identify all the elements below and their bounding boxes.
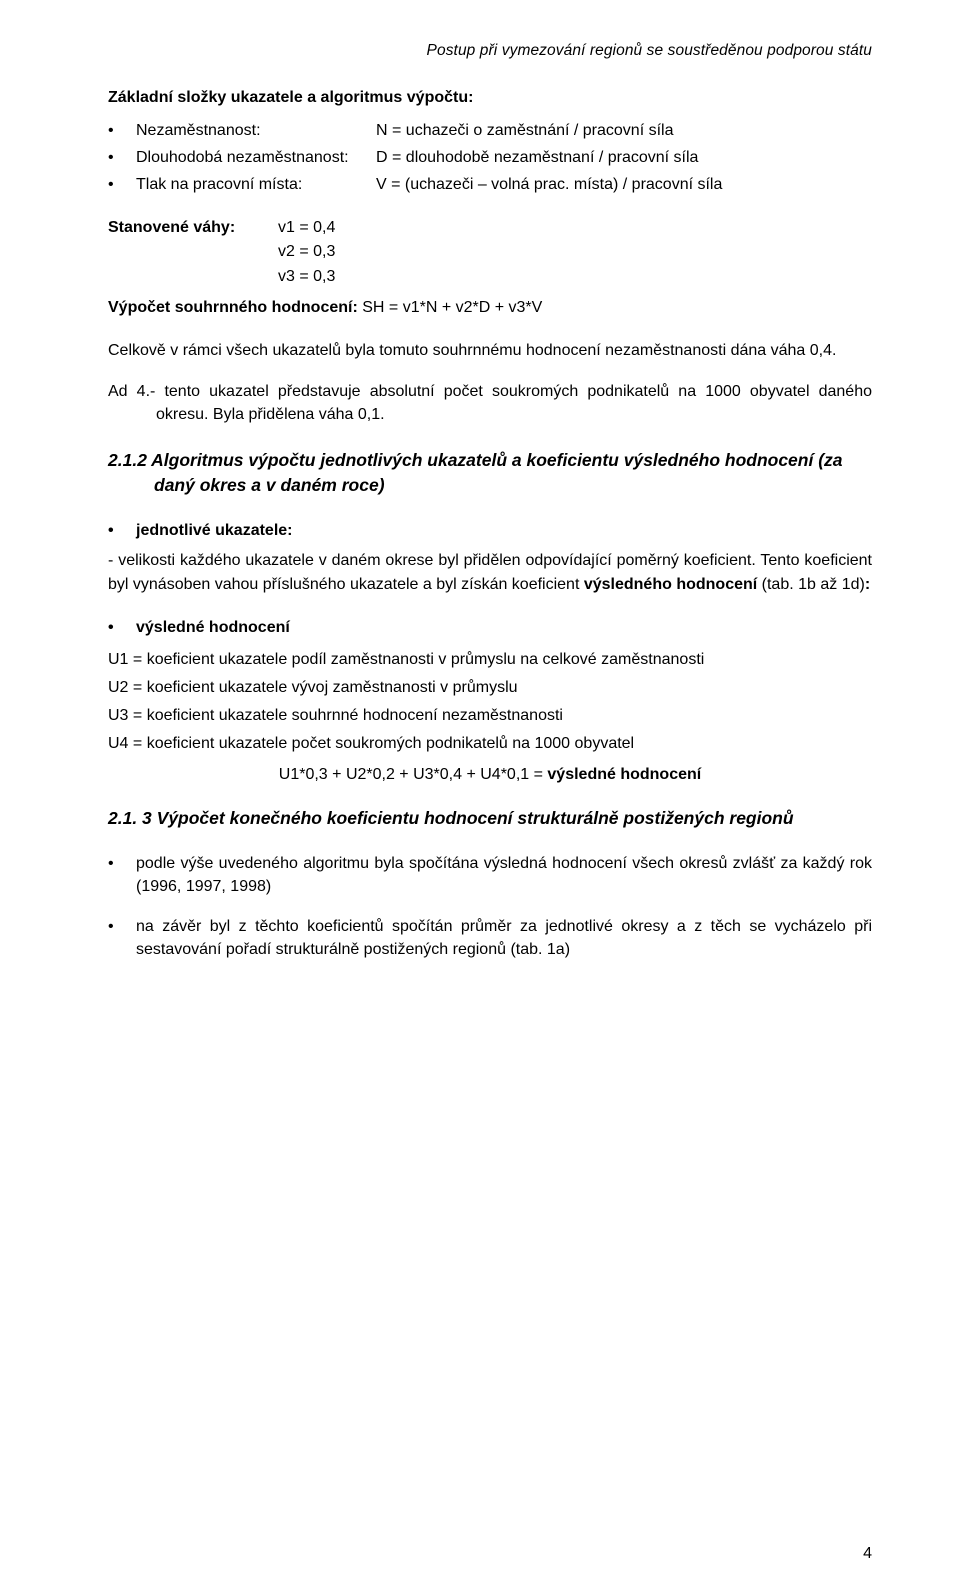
final-bullet-1: podle výše uvedeného algoritmu byla spoč… bbox=[108, 852, 872, 898]
list-item: Dlouhodobá nezaměstnanost: D = dlouhodob… bbox=[108, 146, 872, 171]
weight-v2: v2 = 0,3 bbox=[278, 240, 872, 265]
dash-colon: : bbox=[865, 576, 870, 593]
eq-rhs: výsledné hodnocení bbox=[547, 766, 701, 783]
subsection-list: jednotlivé ukazatele: bbox=[108, 519, 872, 543]
def-def: V = (uchazeči – volná prac. místa) / pra… bbox=[376, 173, 872, 198]
heading-2-1-2: 2.1.2 Algoritmus výpočtu jednotlivých uk… bbox=[108, 448, 872, 497]
def-term: Tlak na pracovní místa: bbox=[136, 173, 376, 198]
coefficient-definitions: U1 = koeficient ukazatele podíl zaměstna… bbox=[108, 646, 872, 758]
coef-u4: U4 = koeficient ukazatele počet soukromý… bbox=[108, 730, 872, 758]
weight-v3: v3 = 0,3 bbox=[278, 265, 872, 290]
final-bullets: podle výše uvedeného algoritmu byla spoč… bbox=[108, 852, 872, 961]
subsection-list-2: výsledné hodnocení bbox=[108, 616, 872, 640]
final-bullet-2: na závěr byl z těchto koeficientů spočít… bbox=[108, 915, 872, 961]
def-term: Nezaměstnanost: bbox=[136, 119, 376, 144]
sum-formula: SH = v1*N + v2*D + v3*V bbox=[358, 299, 543, 316]
eq-lhs: U1*0,3 + U2*0,2 + U3*0,4 + U4*0,1 = bbox=[279, 766, 548, 783]
sum-label: Výpočet souhrnného hodnocení: bbox=[108, 299, 358, 316]
sum-line: Výpočet souhrnného hodnocení: SH = v1*N … bbox=[108, 296, 872, 321]
dash-text-b: (tab. 1b až 1d) bbox=[757, 576, 865, 593]
final-equation: U1*0,3 + U2*0,2 + U3*0,4 + U4*0,1 = výsl… bbox=[108, 766, 872, 784]
list-item: Tlak na pracovní místa: V = (uchazeči – … bbox=[108, 173, 872, 198]
dash-paragraph: - velikosti každého ukazatele v daném ok… bbox=[108, 549, 872, 595]
section-title-bold: Základní složky ukazatele a algoritmus v… bbox=[108, 89, 473, 106]
weights-label: Stanovené váhy: bbox=[108, 216, 278, 241]
subsection-lead: jednotlivé ukazatele: bbox=[108, 519, 872, 543]
def-def: N = uchazeči o zaměstnání / pracovní síl… bbox=[376, 119, 872, 144]
section-title: Základní složky ukazatele a algoritmus v… bbox=[108, 86, 872, 109]
list-item: Nezaměstnanost: N = uchazeči o zaměstnán… bbox=[108, 119, 872, 144]
weights-block: Stanovené váhy: v1 = 0,4 v2 = 0,3 v3 = 0… bbox=[108, 216, 872, 321]
weight-v1: v1 = 0,4 bbox=[278, 216, 368, 241]
indicator-definitions: Nezaměstnanost: N = uchazeči o zaměstnán… bbox=[108, 119, 872, 197]
subsection-lead-2: výsledné hodnocení bbox=[108, 616, 872, 640]
ad4-paragraph: Ad 4.- tento ukazatel představuje absolu… bbox=[108, 380, 872, 426]
coef-u2: U2 = koeficient ukazatele vývoj zaměstna… bbox=[108, 674, 872, 702]
page: Postup při vymezování regionů se soustře… bbox=[0, 0, 960, 1593]
running-header: Postup při vymezování regionů se soustře… bbox=[108, 42, 872, 60]
dash-text-bold: výsledného hodnocení bbox=[584, 576, 757, 593]
coef-u3: U3 = koeficient ukazatele souhrnné hodno… bbox=[108, 702, 872, 730]
def-term: Dlouhodobá nezaměstnanost: bbox=[136, 146, 376, 171]
heading-2-1-3: 2.1. 3 Výpočet konečného koeficientu hod… bbox=[108, 806, 872, 831]
overall-weight-paragraph: Celkově v rámci všech ukazatelů byla tom… bbox=[108, 339, 872, 362]
coef-u1: U1 = koeficient ukazatele podíl zaměstna… bbox=[108, 646, 872, 674]
page-number: 4 bbox=[863, 1545, 872, 1563]
def-def: D = dlouhodobě nezaměstnaní / pracovní s… bbox=[376, 146, 872, 171]
